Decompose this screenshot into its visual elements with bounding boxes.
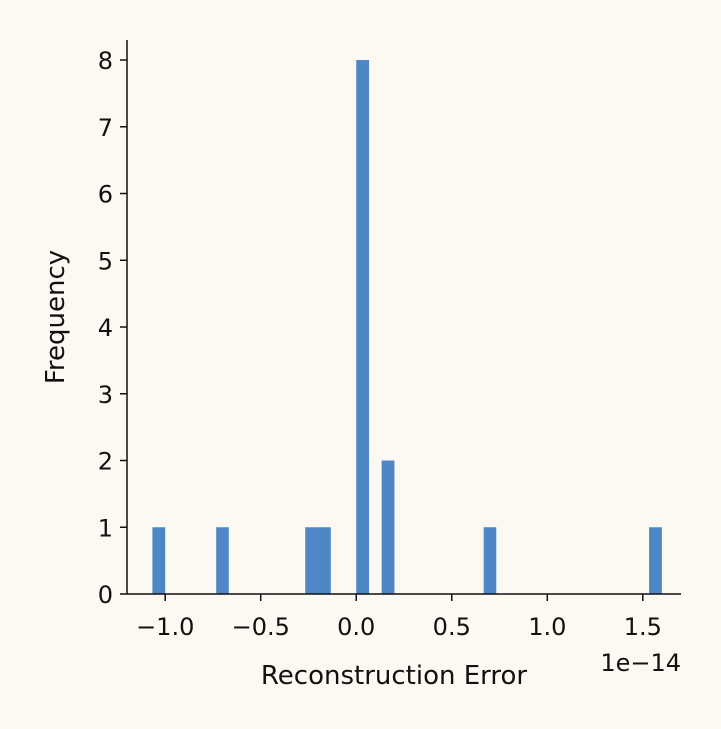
y-tick-label: 7: [98, 114, 113, 142]
histogram-bar: [216, 527, 229, 594]
y-ticks-group: 0 1 2 3 4 5 6 7 8: [98, 47, 127, 609]
histogram-bar: [381, 460, 395, 594]
histogram-bar: [305, 527, 319, 594]
histogram-bar: [318, 527, 331, 594]
x-tick-label: −1.0: [136, 613, 194, 641]
x-tick-label: 0.5: [433, 613, 471, 641]
y-tick-label: 8: [98, 47, 113, 75]
x-tick-label: 1.0: [528, 613, 566, 641]
y-tick-label: 6: [98, 181, 113, 209]
histogram-bar: [483, 527, 497, 594]
y-tick-label: 1: [98, 514, 113, 542]
y-tick-label: 3: [98, 381, 113, 409]
y-tick-label: 2: [98, 448, 113, 476]
y-tick-label: 0: [98, 581, 113, 609]
histogram-bar: [649, 527, 662, 594]
histogram-bar: [152, 527, 166, 594]
x-tick-label: 1.5: [624, 613, 662, 641]
x-tick-label: −0.5: [232, 613, 290, 641]
x-axis-title: Reconstruction Error: [261, 661, 528, 691]
y-tick-label: 5: [98, 247, 113, 275]
x-tick-label: 0.0: [337, 613, 375, 641]
bars-group: [152, 60, 662, 594]
x-axis-offset-label: 1e−14: [600, 649, 681, 677]
y-axis-title: Frequency: [41, 250, 71, 384]
histogram-bar: [356, 60, 370, 594]
x-ticks-group: −1.0 −0.5 0.0 0.5 1.0 1.5: [136, 594, 662, 641]
y-tick-label: 4: [98, 314, 113, 342]
